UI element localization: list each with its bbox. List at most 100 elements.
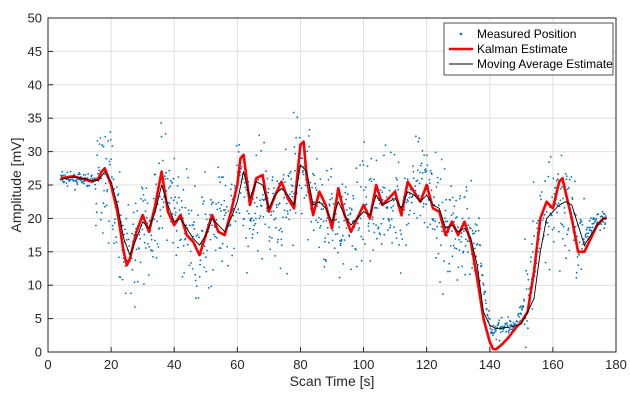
measured-point xyxy=(406,178,409,181)
measured-point xyxy=(435,237,438,240)
measured-point xyxy=(245,237,247,239)
measured-point xyxy=(215,219,218,221)
measured-point xyxy=(331,239,334,242)
measured-point xyxy=(457,226,459,229)
measured-point xyxy=(183,272,186,274)
measured-point xyxy=(561,186,563,188)
measured-point xyxy=(419,214,422,217)
measured-point xyxy=(423,154,425,157)
measured-point xyxy=(111,224,114,227)
measured-point xyxy=(145,247,147,249)
measured-point xyxy=(452,244,455,247)
measured-point xyxy=(408,196,411,199)
measured-point xyxy=(401,238,404,241)
measured-point xyxy=(516,320,519,323)
measured-point xyxy=(586,232,588,235)
measured-point xyxy=(306,150,309,153)
measured-point xyxy=(80,179,82,182)
measured-point xyxy=(346,193,349,196)
measured-point xyxy=(157,246,160,248)
measured-point xyxy=(522,305,525,308)
measured-point xyxy=(506,322,508,324)
measured-point xyxy=(184,237,187,240)
measured-point xyxy=(372,222,375,225)
x-tick-label: 160 xyxy=(542,357,564,372)
measured-point xyxy=(109,138,112,141)
measured-point xyxy=(190,209,193,212)
measured-point xyxy=(586,226,589,229)
measured-point xyxy=(280,238,283,241)
measured-point xyxy=(347,214,350,217)
measured-point xyxy=(321,184,324,186)
measured-point xyxy=(283,196,286,199)
measured-point xyxy=(253,224,256,227)
measured-point xyxy=(153,218,156,221)
measured-point xyxy=(584,235,587,237)
measured-point xyxy=(335,218,338,221)
measured-point xyxy=(398,244,400,246)
measured-point xyxy=(339,244,342,247)
measured-point xyxy=(258,217,261,220)
measured-point xyxy=(352,197,355,200)
measured-point xyxy=(536,222,538,225)
measured-point xyxy=(533,235,535,237)
measured-point xyxy=(247,245,250,248)
measured-point xyxy=(581,243,584,246)
measured-point xyxy=(484,299,487,302)
measured-point xyxy=(201,196,204,199)
measured-point xyxy=(450,185,453,188)
measured-point xyxy=(557,202,560,204)
measured-point xyxy=(262,199,265,202)
measured-point xyxy=(226,245,229,248)
measured-point xyxy=(388,189,391,192)
measured-point xyxy=(99,137,102,139)
measured-point xyxy=(222,176,225,179)
measured-point xyxy=(165,190,168,192)
measured-point xyxy=(100,211,103,214)
measured-point xyxy=(104,135,107,138)
measured-point xyxy=(302,173,305,176)
measured-point xyxy=(346,209,348,211)
x-tick-label: 180 xyxy=(605,357,627,372)
measured-point xyxy=(578,241,581,244)
measured-point xyxy=(209,213,211,216)
measured-point xyxy=(461,217,464,220)
measured-point xyxy=(504,323,507,326)
measured-point xyxy=(500,316,503,319)
measured-point xyxy=(148,246,151,248)
measured-point xyxy=(518,306,521,309)
measured-point xyxy=(294,152,297,155)
measured-point xyxy=(375,159,378,162)
measured-point xyxy=(372,249,375,251)
measured-point xyxy=(419,171,421,174)
measured-point xyxy=(463,196,466,198)
measured-point xyxy=(466,207,469,210)
measured-point xyxy=(506,324,509,327)
measured-point xyxy=(595,217,598,220)
measured-point xyxy=(116,194,119,197)
measured-point xyxy=(498,339,501,342)
measured-point xyxy=(212,268,215,271)
measured-point xyxy=(131,268,134,271)
measured-point xyxy=(272,210,275,213)
measured-point xyxy=(488,310,490,312)
measured-point xyxy=(444,217,446,220)
measured-point xyxy=(323,265,326,268)
measured-point xyxy=(286,272,288,275)
measured-point xyxy=(585,236,587,239)
measured-point xyxy=(481,274,484,277)
measured-point xyxy=(412,170,415,173)
measured-point xyxy=(155,256,158,259)
measured-point xyxy=(582,238,585,241)
measured-point xyxy=(435,256,437,259)
measured-point xyxy=(309,181,312,184)
measured-point xyxy=(380,222,383,225)
measured-point xyxy=(454,238,457,240)
measured-point xyxy=(517,314,519,317)
measured-point xyxy=(62,174,64,177)
measured-point xyxy=(371,218,374,221)
measured-point xyxy=(590,229,593,232)
measured-point xyxy=(269,248,272,251)
measured-point xyxy=(308,145,311,148)
measured-point xyxy=(399,229,402,232)
